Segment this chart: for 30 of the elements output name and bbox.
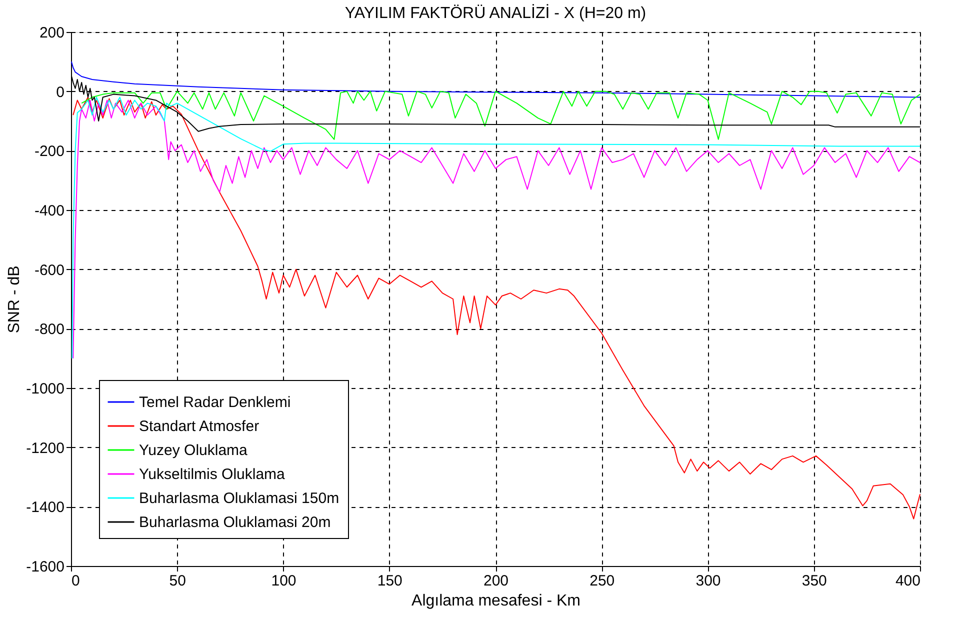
y-tick-label: -1200 bbox=[26, 440, 64, 457]
y-tick-label: 0 bbox=[56, 84, 64, 101]
y-tick-label: -600 bbox=[34, 262, 64, 279]
x-tick-label: 350 bbox=[802, 572, 827, 590]
legend-label: Standart Atmosfer bbox=[139, 418, 260, 435]
y-tick-label: 200 bbox=[39, 24, 64, 42]
y-tick-label: -1400 bbox=[26, 499, 64, 516]
legend-label: Buharlasma Oluklamasi 20m bbox=[139, 514, 331, 531]
legend-label: Buharlasma Oluklamasi 150m bbox=[139, 490, 340, 507]
line-series bbox=[70, 61, 920, 98]
y-tick-label: -800 bbox=[34, 321, 64, 338]
x-tick-label: 0 bbox=[72, 572, 80, 590]
y-tick-label: -200 bbox=[34, 143, 64, 160]
x-tick-label: 100 bbox=[271, 572, 296, 590]
x-tick-label: 200 bbox=[483, 572, 509, 590]
y-tick-label: -400 bbox=[34, 202, 64, 220]
y-tick-label: -1600 bbox=[26, 558, 64, 576]
x-axis-title: Algılama mesafesi - Km bbox=[412, 592, 580, 610]
x-tick-label: 300 bbox=[696, 572, 721, 590]
legend-label: Yukseltilmis Oluklama bbox=[139, 466, 286, 483]
chart-title: YAYILIM FAKTÖRÜ ANALİZİ - X (H=20 m) bbox=[344, 4, 646, 22]
x-tick-label: 400 bbox=[895, 572, 920, 590]
x-tick-label: 50 bbox=[169, 572, 186, 590]
y-tick-label: -1000 bbox=[26, 380, 64, 398]
y-axis-title: SNR - dB bbox=[6, 266, 24, 334]
x-tick-label: 250 bbox=[590, 572, 615, 590]
legend-label: Temel Radar Denklemi bbox=[139, 394, 291, 411]
line-series bbox=[81, 90, 920, 140]
legend-label: Yuzey Oluklama bbox=[139, 442, 248, 459]
x-tick-label: 150 bbox=[377, 572, 402, 590]
